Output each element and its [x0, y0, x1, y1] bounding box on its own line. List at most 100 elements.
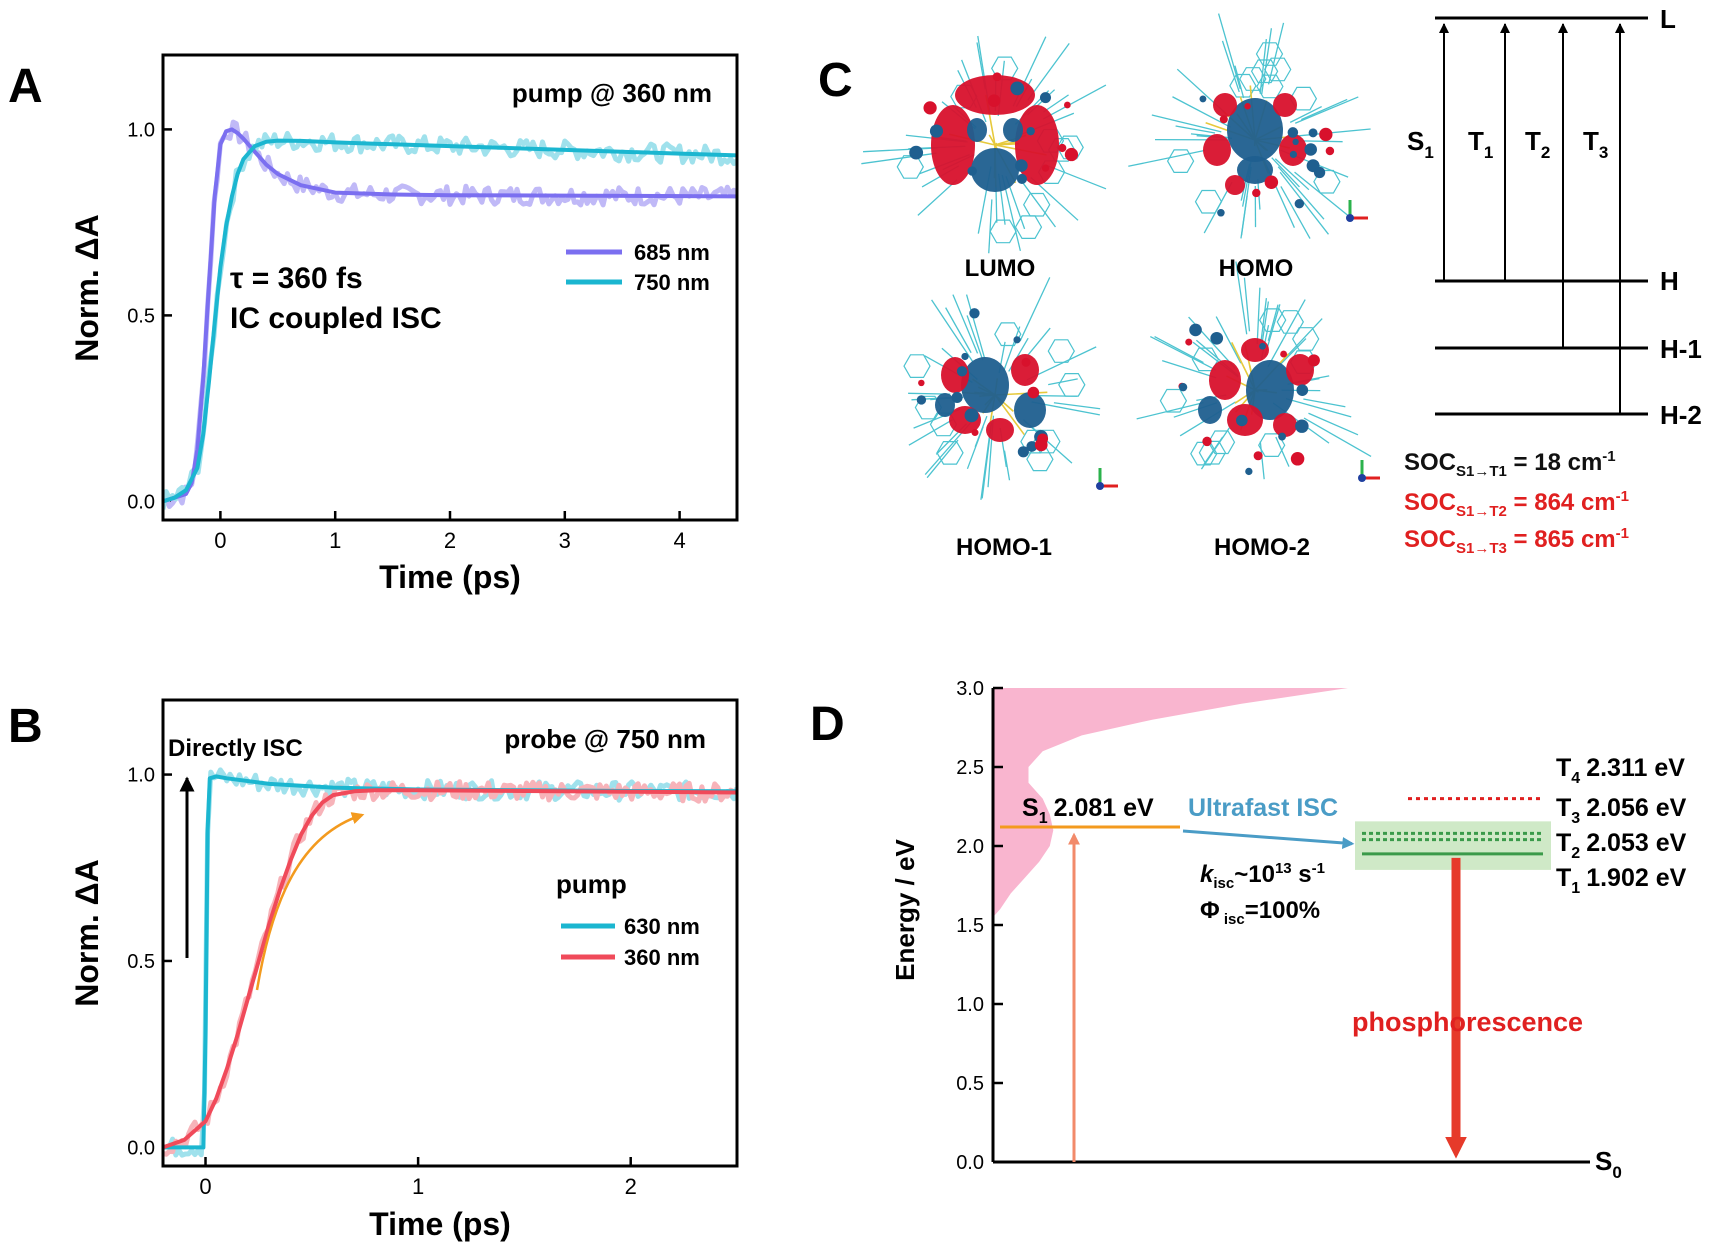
- orbital-lobe-small: [1307, 354, 1320, 367]
- ligand-stick: [1046, 164, 1107, 190]
- y-tick-label: 1.0: [127, 765, 155, 787]
- orbital-lobe-small: [1295, 419, 1309, 433]
- transition-label-t2: T2: [1525, 126, 1550, 162]
- orbital-lobe-negative: [1003, 118, 1023, 142]
- orbital-lobe-small: [964, 408, 979, 423]
- orbital-lobe-small: [1304, 143, 1317, 156]
- x-tick-label: 0: [214, 528, 226, 553]
- ligand-stick: [1280, 186, 1311, 239]
- panel-b-legend-label-360: 360 nm: [624, 945, 700, 970]
- ligand-stick: [945, 307, 972, 354]
- x-tick-label: 4: [673, 528, 685, 553]
- panel-label-a: A: [8, 60, 43, 113]
- orbital-lobe-small: [1026, 126, 1035, 136]
- panel-b-probe-annotation: probe @ 750 nm: [504, 724, 706, 754]
- orbital-lobe-small: [1236, 414, 1248, 427]
- y-tick-label: 0.0: [127, 1137, 155, 1159]
- ligand-stick: [908, 419, 953, 446]
- ligand-stick: [1294, 96, 1359, 124]
- orbital-lobe-small: [1026, 441, 1038, 452]
- x-tick-label: 2: [444, 528, 456, 553]
- panel-a-ic-annotation: IC coupled ISC: [230, 302, 442, 335]
- ligand-stick: [931, 299, 974, 362]
- panel-label-c: C: [818, 54, 853, 107]
- orbital-lobe-small: [1185, 338, 1193, 346]
- orbital-lobe-positive: [1213, 93, 1237, 117]
- panel-b-legend-title: pump: [556, 869, 627, 899]
- y-tick-label: 2.5: [956, 757, 984, 779]
- orbital-lobe-negative: [961, 357, 1009, 413]
- orbital-lobe-small: [1021, 357, 1031, 367]
- orbital-lobe-small: [1217, 209, 1225, 217]
- lumo-orbital-image: [861, 35, 1107, 254]
- orbital-lobe-small: [1034, 438, 1048, 452]
- s1-label: S1 2.081 eV: [1022, 794, 1154, 827]
- orbital-lobe-small: [1015, 159, 1028, 172]
- ligand-stick: [1271, 157, 1300, 188]
- phenyl-ring: [936, 440, 964, 465]
- ligand-stick: [1151, 114, 1222, 133]
- ligand-stick: [1200, 427, 1230, 470]
- ligand-stick: [1002, 326, 1021, 372]
- orbital-lobe-small: [1027, 386, 1040, 399]
- y-tick-label: 1.0: [956, 994, 984, 1016]
- ligand-stick: [926, 439, 959, 479]
- orbital-lobe-small: [1319, 127, 1333, 142]
- panel-a-frame: [161, 53, 739, 522]
- panel-label-b: B: [8, 700, 43, 753]
- ligand-stick: [1303, 417, 1372, 458]
- ligand-stick: [1280, 338, 1307, 365]
- raw-trace-685-nm: [163, 119, 737, 509]
- ligand-stick: [1259, 441, 1265, 480]
- panel-a-tau-annotation: τ = 360 fs: [230, 262, 363, 295]
- orbital-lobe-small: [1016, 173, 1027, 185]
- level-label-l: L: [1660, 4, 1676, 34]
- phenyl-ring: [1198, 440, 1227, 465]
- orbital-lobe-small: [1294, 198, 1305, 209]
- orbital-lobe-small: [971, 429, 979, 437]
- orbital-lobe-small: [1289, 150, 1298, 159]
- ligand-stick: [1136, 401, 1204, 420]
- ligand-stick: [952, 294, 979, 354]
- ligand-stick: [1150, 335, 1217, 371]
- isc-label: Ultrafast ISC: [1188, 794, 1338, 822]
- fit-line-685-nm: [163, 127, 737, 504]
- homo-2-label: HOMO-2: [1214, 534, 1310, 561]
- orbital-lobe-small: [1244, 102, 1251, 110]
- panel-label-d: D: [810, 698, 845, 751]
- orbital-lobe-small: [1259, 342, 1266, 350]
- phenyl-ring: [989, 219, 1017, 244]
- x-tick-label: 3: [559, 528, 571, 553]
- ligand-stick: [863, 147, 937, 153]
- orbital-lobe-small: [1290, 452, 1305, 466]
- t1-label: T1 1.902 eV: [1556, 864, 1687, 897]
- level-label-h-2: H-2: [1660, 400, 1702, 430]
- orbital-lobe-small: [1325, 146, 1335, 156]
- phenyl-ring: [1264, 57, 1292, 82]
- panel-a-xlabel: Time (ps): [379, 559, 521, 595]
- ligand-stick: [1235, 261, 1248, 335]
- orbital-lobe-small: [1199, 95, 1207, 103]
- ligand-stick: [1256, 287, 1261, 345]
- phenyl-ring: [1250, 59, 1279, 84]
- y-tick-label: 0.0: [956, 1152, 984, 1174]
- transition-label-s1: S1: [1407, 126, 1434, 162]
- orbital-lobe-small: [929, 124, 944, 138]
- phenyl-ring: [1047, 339, 1075, 363]
- orbital-lobe-negative: [1227, 98, 1283, 162]
- orbital-lobe-small: [956, 366, 968, 377]
- orbital-lobe-small: [916, 395, 927, 405]
- ligand-stick: [861, 152, 937, 165]
- ligand-stick: [1161, 359, 1217, 379]
- phenyl-ring: [1166, 149, 1195, 174]
- ligand-stick: [1019, 277, 1051, 342]
- phenyl-ring: [1259, 308, 1287, 333]
- ligand-stick: [1048, 378, 1078, 386]
- level-label-h: H: [1660, 266, 1679, 296]
- orbital-lobe-positive: [1225, 175, 1245, 195]
- axis-triad-icon: [1358, 460, 1380, 482]
- orbital-lobe-small: [1010, 81, 1025, 96]
- phenyl-ring: [1229, 73, 1257, 98]
- orbital-lobe-small: [961, 352, 969, 361]
